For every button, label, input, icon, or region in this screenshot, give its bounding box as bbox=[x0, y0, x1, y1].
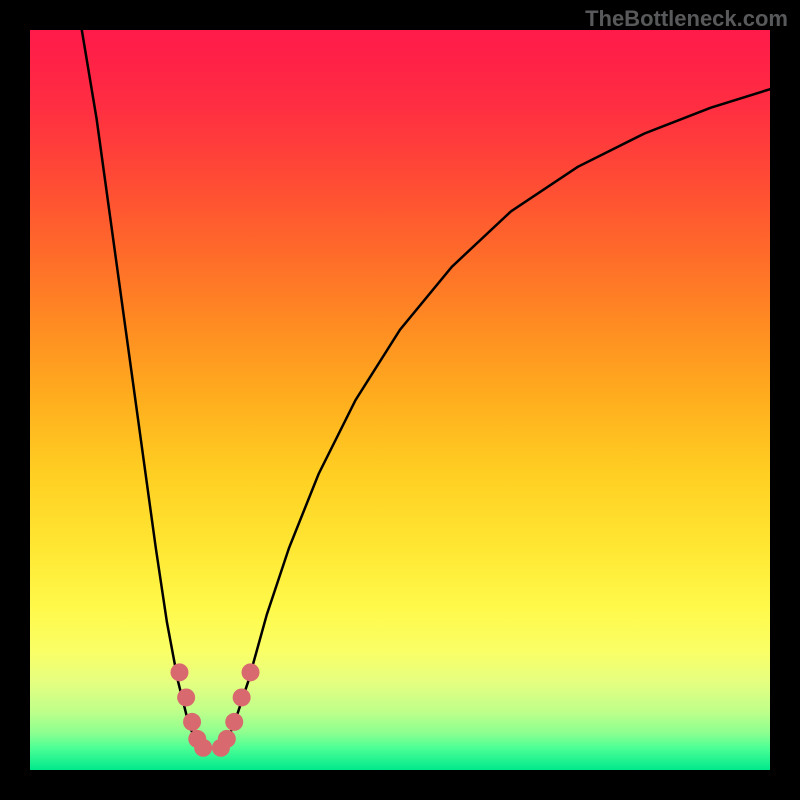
marker-point bbox=[242, 663, 260, 681]
marker-point bbox=[170, 663, 188, 681]
plot-area bbox=[30, 30, 770, 770]
marker-point bbox=[218, 730, 236, 748]
marker-point bbox=[194, 739, 212, 757]
marker-point bbox=[177, 688, 195, 706]
marker-point bbox=[183, 713, 201, 731]
chart-svg bbox=[30, 30, 770, 770]
watermark-text: TheBottleneck.com bbox=[585, 6, 788, 32]
gradient-background bbox=[30, 30, 770, 770]
marker-point bbox=[233, 688, 251, 706]
chart-container: TheBottleneck.com bbox=[0, 0, 800, 800]
marker-point bbox=[225, 713, 243, 731]
